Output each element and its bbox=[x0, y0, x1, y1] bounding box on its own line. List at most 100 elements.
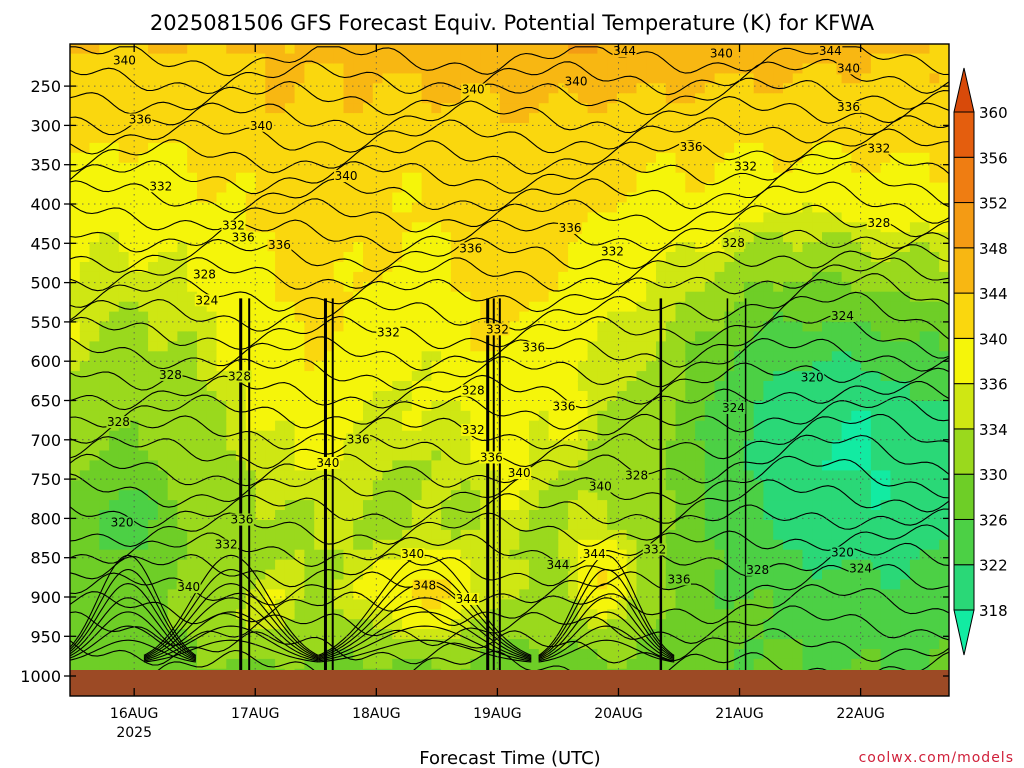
field-cell bbox=[587, 262, 599, 273]
field-cell bbox=[343, 559, 354, 571]
field-cell bbox=[323, 63, 335, 75]
field-cell bbox=[109, 480, 120, 491]
field-cell bbox=[695, 301, 706, 313]
field-cell bbox=[402, 242, 413, 253]
field-cell bbox=[460, 361, 472, 372]
field-cell bbox=[421, 490, 433, 501]
field-cell bbox=[353, 202, 364, 213]
field-cell bbox=[783, 490, 794, 501]
field-cell bbox=[402, 222, 413, 233]
field-cell bbox=[343, 410, 354, 422]
field-cell bbox=[568, 410, 579, 422]
field-cell bbox=[265, 440, 276, 452]
field-cell bbox=[431, 391, 442, 402]
field-cell bbox=[148, 559, 159, 571]
field-cell bbox=[333, 202, 345, 213]
field-cell bbox=[392, 311, 403, 323]
field-cell bbox=[89, 172, 100, 184]
field-cell bbox=[587, 351, 599, 362]
field-cell bbox=[402, 539, 413, 551]
field-cell bbox=[646, 93, 657, 104]
field-cell bbox=[597, 341, 608, 352]
field-cell bbox=[148, 192, 159, 204]
field-cell bbox=[363, 222, 374, 233]
field-cell bbox=[89, 361, 100, 372]
field-cell bbox=[450, 212, 462, 223]
field-cell bbox=[802, 152, 813, 164]
field-cell bbox=[70, 321, 81, 333]
field-cell bbox=[304, 53, 315, 65]
field-cell bbox=[665, 182, 677, 194]
field-cell bbox=[128, 510, 140, 521]
field-cell bbox=[490, 579, 501, 591]
field-cell bbox=[314, 470, 325, 481]
field-cell bbox=[275, 162, 286, 174]
field-cell bbox=[79, 73, 91, 84]
field-cell bbox=[822, 212, 833, 223]
field-cell bbox=[646, 73, 657, 84]
field-cell bbox=[411, 321, 423, 333]
field-cell bbox=[333, 63, 345, 75]
field-cell bbox=[226, 73, 237, 84]
field-cell bbox=[109, 301, 120, 313]
field-cell bbox=[89, 321, 100, 333]
field-cell bbox=[363, 232, 374, 243]
field-cell bbox=[714, 281, 726, 293]
field-cell bbox=[255, 470, 267, 481]
field-cell bbox=[157, 142, 169, 154]
field-cell bbox=[714, 63, 726, 75]
field-cell bbox=[275, 410, 286, 422]
field-cell bbox=[245, 529, 257, 541]
field-cell bbox=[167, 440, 179, 452]
field-cell bbox=[822, 520, 833, 531]
field-cell bbox=[675, 480, 686, 491]
field-cell bbox=[470, 361, 481, 372]
field-cell bbox=[353, 162, 364, 174]
field-cell bbox=[265, 212, 276, 223]
field-cell bbox=[372, 281, 384, 293]
field-cell bbox=[245, 162, 257, 174]
field-cell bbox=[70, 430, 81, 442]
field-cell bbox=[343, 44, 354, 55]
field-cell bbox=[128, 172, 140, 184]
field-cell bbox=[558, 192, 569, 204]
field-cell bbox=[89, 331, 100, 342]
field-cell bbox=[284, 658, 296, 670]
field-cell bbox=[743, 400, 755, 412]
field-cell bbox=[79, 172, 91, 184]
field-cell bbox=[783, 649, 794, 660]
field-cell bbox=[392, 133, 403, 144]
field-cell bbox=[441, 500, 452, 511]
field-cell bbox=[812, 639, 823, 650]
field-cell bbox=[763, 252, 774, 263]
field-cell bbox=[812, 321, 823, 333]
field-cell bbox=[363, 192, 374, 204]
field-cell bbox=[626, 539, 638, 551]
field-cell bbox=[734, 599, 745, 610]
field-cell bbox=[167, 410, 179, 422]
field-cell bbox=[118, 470, 130, 481]
field-cell bbox=[343, 371, 354, 382]
field-cell bbox=[148, 658, 159, 670]
field-cell bbox=[421, 252, 433, 263]
field-cell bbox=[558, 430, 569, 442]
field-cell bbox=[558, 341, 569, 352]
field-cell bbox=[529, 599, 540, 610]
field-cell bbox=[558, 271, 569, 283]
field-cell bbox=[656, 103, 667, 114]
field-cell bbox=[128, 599, 140, 610]
field-cell bbox=[675, 113, 686, 124]
field-cell bbox=[197, 599, 208, 610]
field-cell bbox=[99, 172, 110, 184]
field-cell bbox=[724, 381, 735, 392]
field-cell bbox=[695, 361, 706, 372]
field-cell bbox=[392, 450, 403, 462]
field-cell bbox=[275, 281, 286, 293]
field-cell bbox=[138, 321, 149, 333]
field-cell bbox=[724, 63, 735, 75]
field-cell bbox=[665, 172, 677, 184]
field-cell bbox=[255, 420, 267, 432]
field-cell bbox=[450, 63, 462, 75]
field-cell bbox=[421, 599, 433, 610]
field-cell bbox=[236, 291, 247, 303]
